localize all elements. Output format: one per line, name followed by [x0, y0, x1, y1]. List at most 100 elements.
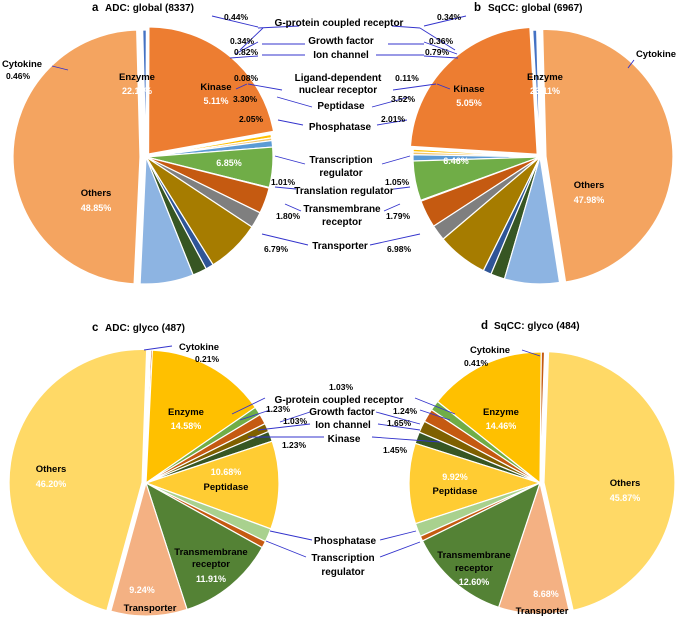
legend-bottom-gpcr: G-protein coupled receptor — [275, 395, 404, 406]
connector-a-gpcr-pct — [211, 15, 259, 28]
pie-a-slice-cytokine — [142, 29, 147, 158]
pct-b-ion: 0.79% — [425, 47, 450, 57]
pie-c-slice-peptidase — [144, 440, 280, 530]
pct-a-phosphatase: 2.05% — [239, 114, 264, 124]
legend-top-gpcr: G-protein coupled receptor — [275, 18, 404, 29]
pct-a-cytokine: 0.46% — [6, 71, 31, 81]
pct-d-ion: 1.45% — [383, 445, 408, 455]
label-d-transmembrane-1: Transmembrane — [437, 550, 510, 561]
connector-b-transcription-label — [381, 155, 411, 165]
label-d-cytokine: Cytokine — [470, 345, 510, 356]
connector-a-transporter-label — [261, 233, 309, 246]
pct-d-cytokine: 0.41% — [464, 358, 489, 368]
pie-a-slice-others — [12, 29, 141, 285]
legend-top-growth-factor: Growth factor — [308, 36, 374, 47]
pie-a-slice-enzyme — [147, 26, 275, 155]
connector-d-ion-label — [377, 423, 421, 431]
connector-d-kinase-label — [371, 436, 441, 443]
pct-d-gpcr: 1.24% — [393, 406, 418, 416]
connector-a-transcription-label — [274, 155, 306, 165]
connector-b-ion — [423, 55, 459, 59]
connector-a-gpcr-label — [257, 25, 300, 29]
connector-lines — [51, 15, 635, 558]
pct-b-others: 47.98% — [574, 195, 605, 205]
legend-top-translation: Translation regulator — [294, 186, 394, 197]
pct-a-translation: 1.01% — [271, 177, 296, 187]
pie-c-slice-enzyme — [145, 349, 257, 485]
pct-d-peptidase: 9.92% — [442, 472, 468, 482]
pie-b-slice-enzyme — [409, 26, 538, 155]
legend-bottom-growth-factor: Growth factor — [309, 407, 375, 418]
connector-b-translation-label — [393, 186, 411, 190]
legend-top-transmembrane-1: Transmembrane — [303, 204, 381, 215]
connector-a-cytokine — [51, 65, 69, 71]
pie-d-slice-peptidase — [408, 442, 542, 525]
pct-c-gpcr-top: 1.03% — [329, 382, 354, 392]
pct-a-transmembrane: 1.80% — [276, 211, 301, 221]
connector-b-transporter-label — [369, 233, 421, 246]
pct-a-enzyme: 22.11% — [122, 86, 152, 96]
pct-b-kinase: 5.05% — [456, 98, 482, 108]
pct-a-others: 48.85% — [81, 203, 112, 213]
pct-a-transporter: 6.79% — [264, 244, 289, 254]
connector-b-phosphatase-label — [376, 119, 408, 126]
connector-c-ion-label — [257, 423, 311, 431]
pct-c-ion: 1.03% — [283, 416, 308, 426]
pie-d — [408, 351, 676, 615]
label-a-kinase: Kinase — [200, 82, 231, 93]
connector-b-gpcr-label — [391, 25, 421, 29]
bottom-percent-labels: 1.23% 1.03% 1.23% 1.24% 1.65% 1.45% — [266, 404, 418, 455]
pct-c-growth: 1.23% — [266, 404, 291, 414]
connector-a-ligand-label — [247, 83, 283, 91]
pct-c-kinase: 1.23% — [282, 440, 307, 450]
legend-top-transcription-1: Transcription — [309, 155, 372, 166]
label-b-enzyme: Enzyme — [527, 72, 563, 83]
connector-a-peptidase-label — [276, 96, 313, 108]
panel-b-letter: b — [474, 2, 481, 14]
pct-a-ion: 0.82% — [234, 47, 259, 57]
label-c-enzyme: Enzyme — [168, 407, 204, 418]
pie-b-slice-cytokine — [532, 29, 541, 158]
pct-b-transporter: 6.98% — [387, 244, 412, 254]
panel-d-letter: d — [481, 320, 488, 332]
label-d-peptidase: Peptidase — [433, 486, 478, 497]
pct-c-peptidase: 10.68% — [211, 467, 242, 477]
pct-d-others: 45.87% — [610, 493, 641, 503]
connector-d-phosphatase-label — [379, 530, 417, 541]
panel-d-title: SqCC: glyco (484) — [494, 321, 580, 332]
legend-top-ion-channel: Ion channel — [313, 50, 369, 61]
bottom-legend: 1.03% G-protein coupled receptor Growth … — [275, 382, 404, 578]
connector-b-growth — [423, 41, 458, 55]
connector-b-cytokine — [627, 59, 635, 69]
panel-b-title: SqCC: global (6967) — [488, 3, 582, 14]
label-c-peptidase: Peptidase — [204, 482, 249, 493]
connector-b-transmembrane-label — [383, 203, 401, 212]
label-c-cytokine: Cytokine — [179, 342, 219, 353]
label-c-transmembrane-2: receptor — [192, 559, 230, 570]
legend-bottom-transcription-2: regulator — [321, 567, 364, 578]
connector-a-translation-label — [274, 186, 297, 190]
label-b-kinase: Kinase — [453, 84, 484, 95]
legend-top-transporter: Transporter — [312, 241, 368, 252]
pie-d-slice-enzyme — [436, 351, 542, 485]
pie-a — [12, 26, 275, 285]
connector-d-transcription-label — [379, 541, 421, 558]
pct-b-phosphatase: 2.01% — [381, 114, 406, 124]
label-c-others: Others — [36, 464, 67, 475]
pie-d-slice-transporter — [497, 480, 570, 615]
legend-top-phosphatase: Phosphatase — [309, 122, 372, 133]
label-a-others: Others — [81, 188, 112, 199]
connector-b-gpcr-pct — [423, 15, 467, 27]
connector-d-growth-label — [375, 411, 421, 425]
pct-a-ligand: 0.08% — [234, 73, 259, 83]
legend-bottom-transcription-1: Transcription — [311, 553, 374, 564]
label-d-enzyme: Enzyme — [483, 407, 519, 418]
pct-a-growth: 0.34% — [230, 36, 255, 46]
connector-d-growth — [419, 409, 451, 421]
pct-b-translation: 1.05% — [385, 177, 410, 187]
pie-d-slice-others — [543, 351, 676, 612]
pct-d-enzyme: 14.46% — [486, 421, 517, 431]
top-inner-labels: Cytokine 0.46% Enzyme 22.11% Kinase 5.11… — [2, 49, 676, 213]
pct-c-enzyme: 14.58% — [171, 421, 202, 431]
panel-c-letter: c — [92, 322, 99, 334]
